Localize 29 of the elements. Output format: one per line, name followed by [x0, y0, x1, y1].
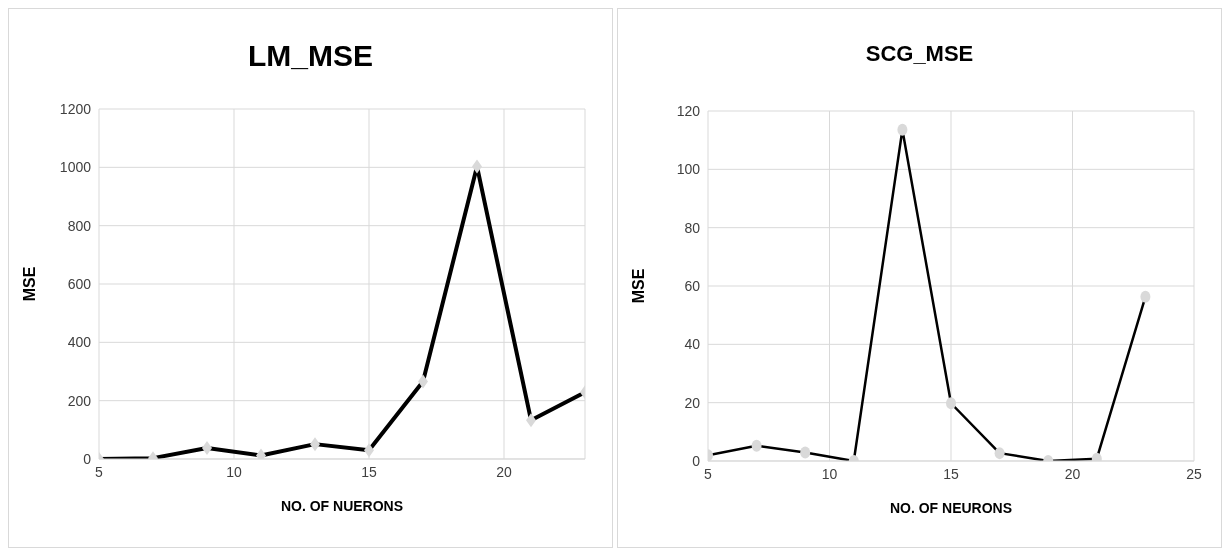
x-tick-label: 15: [943, 465, 959, 482]
y-tick-label: 0: [83, 450, 92, 467]
chart-title: LM_MSE: [247, 39, 374, 74]
x-axis-title: NO. OF NEURONS: [889, 500, 1013, 516]
y-tick-label: 1200: [59, 100, 92, 117]
y-tick-label: 120: [676, 102, 701, 119]
y-axis-title: MSE: [629, 268, 647, 304]
y-tick-label: 800: [67, 217, 92, 234]
x-tick-label: 10: [226, 463, 242, 480]
y-tick-label: 400: [67, 334, 92, 351]
y-tick-label: 600: [67, 275, 92, 292]
y-tick-label: 200: [67, 392, 92, 409]
y-tick-label: 100: [676, 161, 701, 178]
x-axis-title: NO. OF NUERONS: [280, 498, 404, 514]
x-tick-label: 25: [1186, 465, 1202, 482]
y-tick-label: 80: [684, 219, 701, 236]
x-tick-label: 10: [821, 465, 838, 482]
x-tick-label: 20: [496, 463, 512, 480]
x-tick-label: 15: [361, 463, 377, 480]
y-tick-label: 0: [692, 452, 701, 469]
y-tick-label: 40: [684, 336, 701, 353]
y-tick-label: 60: [684, 277, 701, 294]
x-tick-label: 5: [704, 465, 713, 482]
chart-title: SCG_MSE: [864, 41, 975, 68]
y-tick-label: 1000: [59, 159, 92, 176]
x-tick-label: 20: [1064, 465, 1081, 482]
x-tick-label: 5: [95, 463, 104, 480]
y-axis-title: MSE: [20, 266, 38, 302]
y-tick-label: 20: [684, 394, 701, 411]
